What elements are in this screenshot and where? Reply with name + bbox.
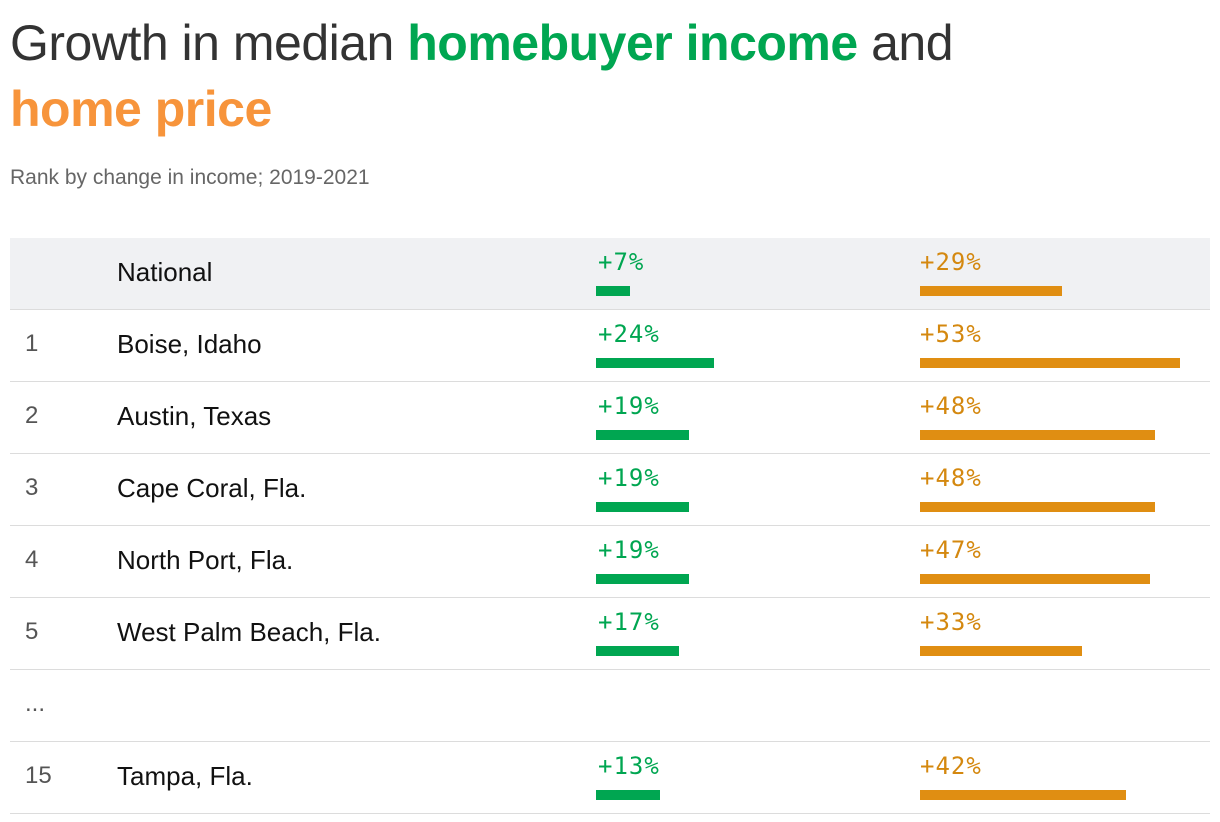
income-change-label: +19% [598,464,660,492]
rank-label: 4 [25,546,39,573]
chart-subtitle: Rank by change in income; 2019-2021 [10,166,370,189]
price-change-label: +48% [920,392,982,420]
price-change-label: +48% [920,464,982,492]
rank-label: 2 [25,402,39,429]
price-change-label: +42% [920,752,982,780]
income-change-label: +17% [598,608,660,636]
price-change-label: +33% [920,608,982,636]
table-row: 3 Cape Coral, Fla. +19% +48% [10,454,1210,526]
table-row: 2 Austin, Texas +19% +48% [10,382,1210,454]
title-part-1: Growth in median [10,15,408,71]
rank-label: 15 [25,762,52,789]
title-part-3: and [857,15,954,71]
metro-name: National [117,257,213,287]
price-bar [920,286,1062,296]
table-row: National +7% +29% [10,238,1210,310]
income-change-label: +7% [598,248,645,276]
income-change-label: +19% [598,392,660,420]
income-change-label: +24% [598,320,660,348]
table-row: 4 North Port, Fla. +19% +47% [10,526,1210,598]
income-bar [596,286,630,296]
metro-name: Boise, Idaho [117,329,262,359]
income-bar [596,502,689,512]
table-row: ... [10,670,1210,742]
metro-name: Tampa, Fla. [117,761,253,791]
price-bar [920,790,1126,800]
table-row: 1 Boise, Idaho +24% +53% [10,310,1210,382]
income-change-label: +19% [598,536,660,564]
income-bar [596,430,689,440]
table-row: 15 Tampa, Fla. +13% +42% [10,742,1210,814]
rank-label: 3 [25,474,39,501]
metro-name: Cape Coral, Fla. [117,473,307,503]
metro-name: North Port, Fla. [117,545,294,575]
price-change-label: +47% [920,536,982,564]
price-bar [920,502,1155,512]
income-bar [596,574,689,584]
rank-label: ... [25,690,46,717]
income-bar [596,646,679,656]
price-change-label: +29% [920,248,982,276]
income-bar [596,790,660,800]
price-bar [920,430,1155,440]
price-bar [920,646,1082,656]
income-bar [596,358,714,368]
title-income-highlight: homebuyer income [407,15,858,71]
table-row: 5 West Palm Beach, Fla. +17% +33% [10,598,1210,670]
income-change-label: +13% [598,752,660,780]
metro-name: West Palm Beach, Fla. [117,617,381,647]
rank-label: 5 [25,618,39,645]
chart-title: Growth in median homebuyer income and ho… [10,10,1200,142]
rank-label: 1 [25,330,39,357]
metro-name: Austin, Texas [117,401,272,431]
ranking-table: National +7% +29% 1 Boise, Idaho +24% +53% 2 Aus… [10,238,1210,814]
title-price-highlight: home price [10,81,272,137]
price-bar [920,574,1150,584]
price-bar [920,358,1180,368]
price-change-label: +53% [920,320,982,348]
